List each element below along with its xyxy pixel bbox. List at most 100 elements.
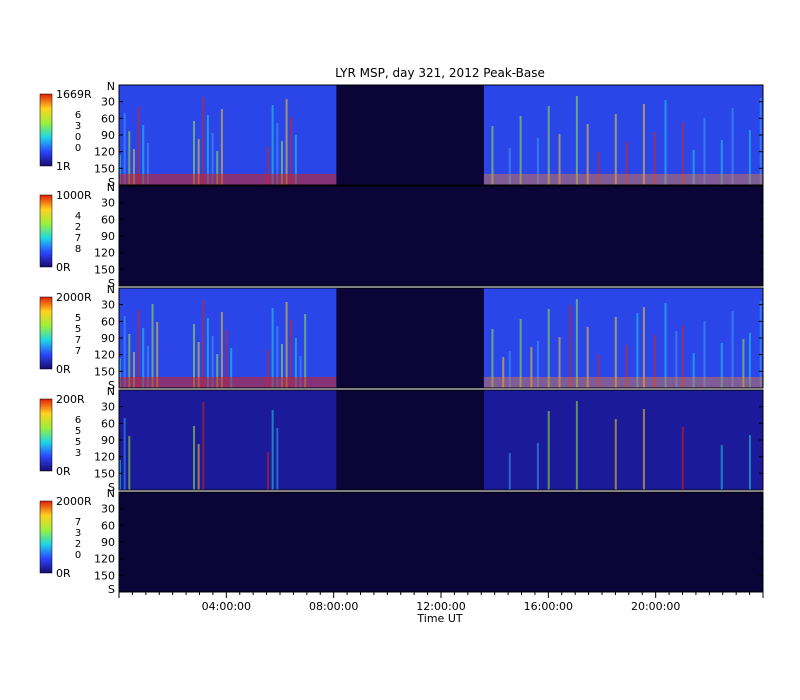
panel-3-streak	[299, 356, 302, 388]
x-tick-label: 04:00:00	[202, 600, 251, 613]
panel-3-streak	[151, 304, 154, 388]
y-tick-label: 150	[94, 263, 115, 276]
panel-3-streak	[742, 339, 745, 388]
y-tick-label: 60	[101, 315, 115, 328]
panel-4-streak	[720, 445, 723, 490]
panel-1-streak	[703, 118, 706, 185]
panel-3-streak	[558, 337, 561, 388]
panel-3-streak	[290, 320, 293, 388]
panel-3-colorbar	[39, 296, 53, 370]
panel-4-streak	[123, 418, 126, 490]
colorbar-digit: 7	[75, 335, 81, 346]
panel-1-streak	[271, 105, 274, 185]
colorbar-max-label: 1669R	[56, 88, 92, 101]
y-tick-label: 30	[101, 197, 115, 210]
panel-1-streak	[202, 97, 205, 185]
panel-1-streak	[614, 114, 617, 185]
panel-1-streak	[276, 123, 279, 185]
x-tick-label: 16:00:00	[524, 600, 573, 613]
panel-1-streak	[285, 99, 288, 185]
panel-1-streak	[146, 143, 149, 185]
panel-4-streak	[508, 453, 511, 490]
y-tick-label: 90	[101, 230, 115, 243]
panel-3-streak	[653, 335, 656, 388]
panel-3-streak	[614, 317, 617, 388]
panel-1-streak	[664, 100, 667, 185]
panel-1-streak	[625, 142, 628, 185]
panel-3-streak	[586, 327, 589, 388]
panel-3-streak	[206, 318, 209, 388]
panel-3-streak	[202, 300, 205, 388]
panel-3-streak	[225, 330, 228, 388]
panel-3-streak	[575, 299, 578, 388]
colorbar-digit: 5	[75, 426, 81, 437]
panel-3-streak	[230, 348, 233, 388]
colorbar-min-label: 0R	[56, 465, 71, 478]
y-tick-label: 120	[94, 349, 115, 362]
y-tick-label: 60	[101, 519, 115, 532]
panel-3-streak	[146, 346, 149, 388]
panel-1-streak	[142, 125, 145, 185]
panel-3-streak	[547, 309, 550, 388]
y-end-label-north: N	[107, 385, 115, 398]
panel-3-streak	[720, 343, 723, 388]
colorbar-max-label: 200R	[56, 393, 85, 406]
panel-4-streak	[547, 411, 550, 490]
y-end-label-south: S	[108, 176, 115, 189]
panel-4-streak	[202, 402, 205, 490]
y-end-label-south: S	[108, 379, 115, 392]
y-tick-label: 120	[94, 451, 115, 464]
panel-5-colorbar	[39, 500, 53, 574]
panel-3-streak	[220, 312, 223, 388]
panel-4-streak	[681, 427, 684, 490]
colorbar-digit: 5	[75, 313, 81, 324]
panel-3-streak	[569, 305, 572, 388]
panel-1-streak	[294, 135, 297, 185]
panel-1-streak	[508, 148, 511, 185]
x-tick-label: 20:00:00	[631, 600, 680, 613]
panel-3-streak	[597, 355, 600, 388]
panel-4-colorbar	[39, 398, 53, 472]
panel-3-streak	[642, 307, 645, 388]
panel-1-streak	[575, 96, 578, 185]
panel-1-streak	[119, 155, 121, 185]
panel-3-streak	[681, 325, 684, 388]
y-tick-label: 90	[101, 129, 115, 142]
y-tick-label: 90	[101, 434, 115, 447]
panel-4-streak	[128, 436, 131, 490]
y-tick-label: 30	[101, 96, 115, 109]
panel-4-streak	[276, 428, 279, 490]
colorbar-digit: 3	[75, 121, 81, 132]
panel-1-streak	[128, 131, 131, 185]
colorbar-digit: 7	[75, 517, 81, 528]
y-end-label-south: S	[108, 481, 115, 494]
panel-1-streak	[197, 139, 200, 185]
y-end-label-south: S	[108, 583, 115, 596]
panel-3-streak	[132, 352, 135, 388]
panel-3-streak	[271, 308, 274, 388]
panel-3-streak	[508, 351, 511, 388]
colorbar-max-label: 1000R	[56, 189, 92, 202]
panel-3-streak	[216, 354, 219, 388]
panel-4-data-area-a	[119, 390, 337, 490]
panel-3-streak	[119, 358, 121, 388]
panel-4-streak	[197, 444, 200, 490]
panel-3-streak	[280, 344, 283, 388]
colorbar-digit: 3	[75, 528, 81, 539]
colorbar-digit: 5	[75, 324, 81, 335]
colorbar-digit: 6	[75, 415, 81, 426]
panel-3-streak	[193, 324, 195, 388]
colorbar-digit: 6	[75, 110, 81, 121]
panel-4-streak	[614, 419, 617, 490]
panel-1-streak	[597, 152, 600, 185]
colorbar-digit: 2	[75, 222, 81, 233]
panel-1-data-area-b	[483, 85, 763, 185]
panel-1-streak	[211, 133, 214, 185]
panel-3-streak	[530, 347, 533, 388]
panel-3-streak	[211, 336, 214, 388]
y-end-label-south: S	[108, 277, 115, 290]
panel-3-streak	[197, 342, 200, 388]
